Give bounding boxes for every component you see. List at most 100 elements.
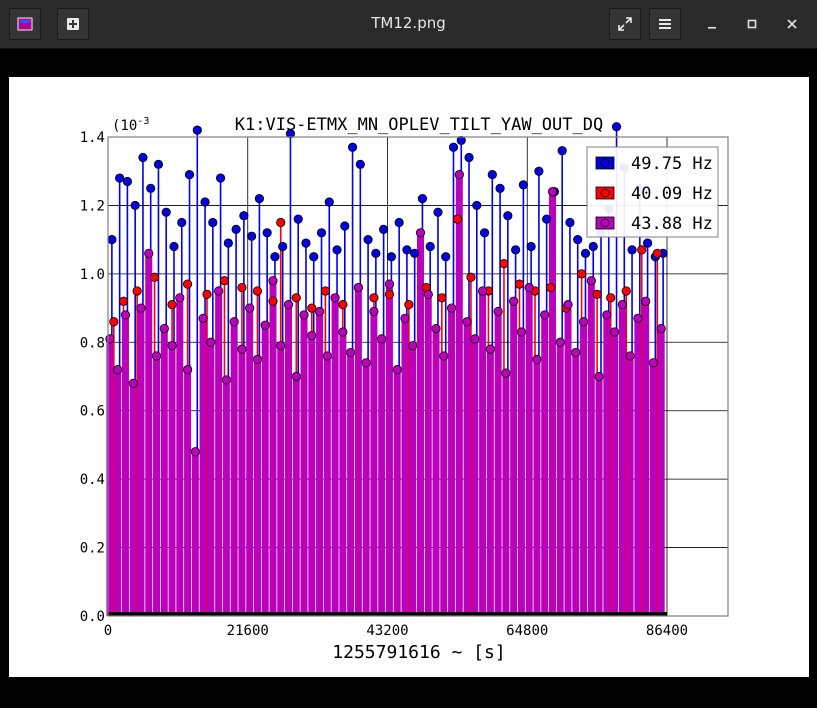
marker-40-09-hz — [182, 279, 193, 289]
legend-label: 43.88 Hz — [631, 214, 713, 234]
marker-40-09-hz — [167, 300, 177, 310]
marker-40-09-hz — [499, 258, 509, 269]
marker-40-09-hz — [149, 272, 160, 282]
marker-40-09-hz — [652, 248, 662, 258]
marker-49-75-hz — [479, 228, 490, 238]
marker-43-88-hz — [485, 344, 495, 354]
marker-43-88-hz — [245, 303, 255, 313]
marker-43-88-hz — [221, 375, 231, 385]
minimize-button[interactable] — [700, 12, 724, 36]
y-multiplier: (10-3 — [112, 116, 149, 134]
marker-49-75-hz — [611, 122, 622, 132]
app-icon[interactable] — [9, 8, 41, 40]
marker-40-09-hz — [514, 279, 525, 289]
marker-49-75-hz — [503, 211, 513, 221]
marker-43-88-hz — [314, 306, 325, 317]
marker-40-09-hz — [545, 282, 556, 293]
marker-49-75-hz — [580, 248, 591, 258]
marker-49-75-hz — [557, 146, 567, 156]
marker-43-88-hz — [353, 282, 363, 293]
stems-layer — [106, 126, 667, 616]
minimize-icon — [708, 27, 716, 29]
marker-43-88-hz — [641, 296, 651, 306]
marker-43-88-hz — [120, 310, 131, 320]
axis-ticks: 0 21600 43200 64800 86400 0.0 0.2 0.4 0.6 0.8 1.0 1… — [80, 130, 688, 639]
marker-49-75-hz — [192, 125, 202, 135]
menu-button[interactable] — [649, 8, 681, 40]
chart-title: K1:VIS-ETMX_MN_OPLEV_TILT_YAW_OUT_DQ — [235, 115, 603, 135]
marker-43-88-hz — [578, 317, 589, 327]
marker-49-75-hz — [278, 241, 288, 252]
marker-49-75-hz — [208, 217, 218, 228]
marker-40-09-hz — [252, 286, 263, 296]
marker-49-75-hz — [379, 224, 389, 234]
marker-40-09-hz — [576, 269, 587, 279]
legend-marker — [600, 158, 610, 168]
marker-49-75-hz — [293, 214, 303, 224]
marker-49-75-hz — [153, 159, 164, 169]
window-title: TM12.png — [371, 14, 446, 32]
marker-43-88-hz — [431, 324, 441, 334]
marker-49-75-hz — [332, 245, 342, 255]
marker-49-75-hz — [526, 241, 536, 252]
image-viewport[interactable]: K1:VIS-ETMX_MN_OPLEV_TILT_YAW_OUT_DQ (10… — [0, 49, 817, 708]
legend-label: 49.75 Hz — [631, 154, 713, 174]
marker-49-75-hz — [363, 235, 373, 245]
marker-43-88-hz — [633, 313, 643, 323]
marker-43-88-hz — [493, 306, 503, 317]
marker-43-88-hz — [501, 368, 511, 378]
marker-49-75-hz — [642, 238, 653, 248]
marker-43-88-hz — [330, 293, 340, 303]
marker-49-75-hz — [130, 200, 140, 211]
y-tick-label: 1.2 — [80, 198, 105, 214]
marker-40-09-hz — [132, 286, 142, 296]
marker-43-88-hz — [151, 351, 162, 361]
marker-49-75-hz — [184, 170, 195, 180]
marker-49-75-hz — [285, 128, 296, 139]
marker-43-88-hz — [190, 447, 200, 457]
marker-49-75-hz — [417, 193, 428, 204]
marker-43-88-hz — [136, 303, 146, 313]
marker-43-88-hz — [377, 334, 387, 344]
marker-49-75-hz — [355, 159, 365, 169]
hamburger-menu-icon — [659, 19, 671, 29]
y-tick-label: 0.2 — [80, 541, 105, 557]
marker-43-88-hz — [128, 378, 138, 388]
marker-40-09-hz — [452, 214, 462, 224]
marker-40-09-hz — [118, 296, 129, 306]
marker-43-88-hz — [509, 296, 519, 306]
x-tick-label: 43200 — [366, 623, 408, 639]
marker-43-88-hz — [400, 313, 410, 323]
marker-43-88-hz — [586, 276, 596, 286]
marker-49-75-hz — [448, 142, 459, 152]
marker-49-75-hz — [200, 197, 210, 207]
marker-43-88-hz — [159, 324, 169, 334]
marker-49-75-hz — [347, 142, 358, 152]
marker-49-75-hz — [464, 152, 474, 163]
marker-43-88-hz — [113, 365, 123, 375]
marker-40-09-hz — [237, 282, 247, 293]
new-tab-button[interactable] — [57, 8, 89, 40]
marker-49-75-hz — [487, 170, 497, 180]
image-canvas: K1:VIS-ETMX_MN_OPLEV_TILT_YAW_OUT_DQ (10… — [9, 77, 809, 677]
marker-49-75-hz — [301, 238, 311, 248]
marker-43-88-hz — [214, 286, 224, 296]
close-button[interactable] — [780, 12, 804, 36]
y-tick-label: 0.0 — [80, 609, 105, 625]
y-tick-label: 0.4 — [80, 472, 105, 488]
marker-43-88-hz — [478, 286, 488, 296]
marker-43-88-hz — [540, 310, 550, 320]
marker-43-88-hz — [260, 320, 270, 330]
fullscreen-button[interactable] — [609, 8, 641, 40]
marker-43-88-hz — [252, 354, 263, 364]
marker-49-75-hz — [588, 241, 598, 252]
marker-43-88-hz — [594, 371, 604, 382]
marker-49-75-hz — [472, 200, 482, 211]
marker-43-88-hz — [439, 351, 449, 361]
x-tick-label: 21600 — [227, 623, 269, 639]
legend-marker — [600, 218, 610, 228]
marker-49-75-hz — [146, 183, 156, 193]
maximize-button[interactable] — [740, 12, 764, 36]
marker-43-88-hz — [299, 310, 309, 320]
marker-40-09-hz — [109, 317, 119, 327]
